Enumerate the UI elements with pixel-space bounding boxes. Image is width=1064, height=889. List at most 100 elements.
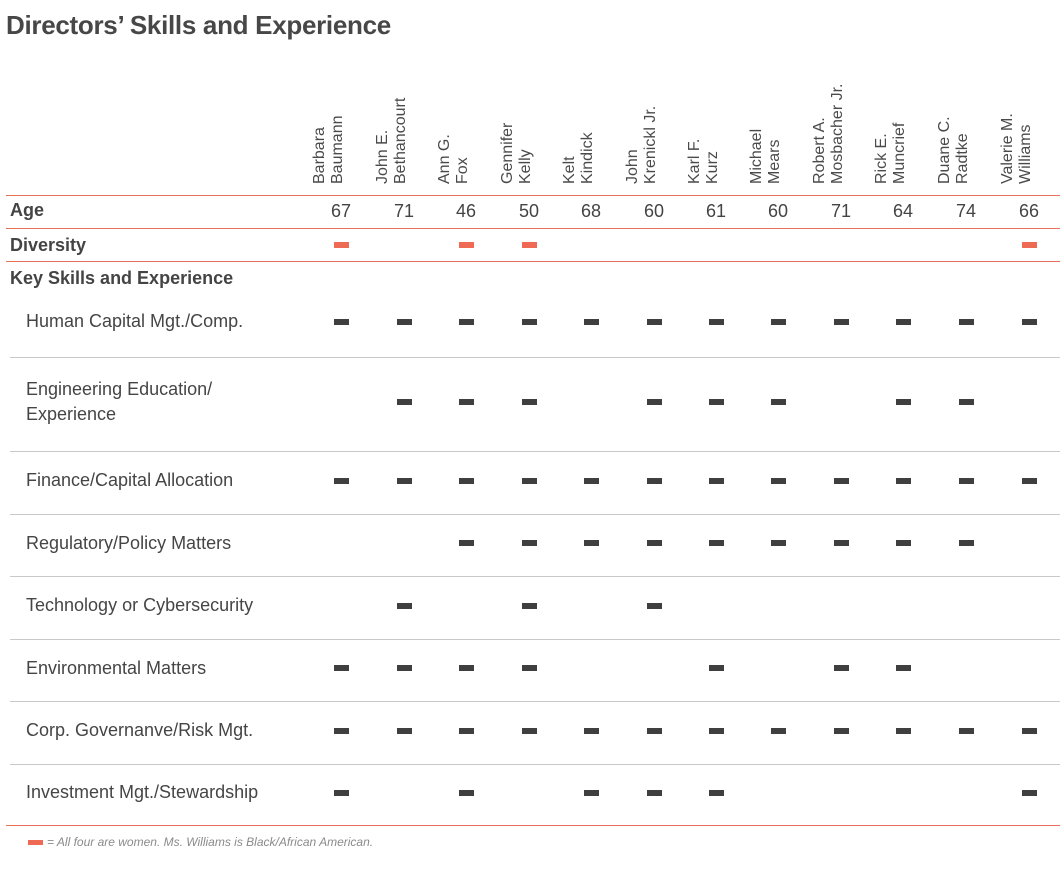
diversity-row-label: Diversity — [10, 235, 87, 255]
director-name-line2: Williams — [1017, 124, 1034, 184]
age-value: 50 — [518, 201, 540, 221]
skill-row-divider — [10, 639, 1060, 640]
skill-mark — [459, 318, 474, 325]
age-value: 61 — [705, 201, 727, 221]
skill-label-line: Finance/Capital Allocation — [26, 470, 234, 490]
director-name: Valerie M. Williams — [999, 113, 1035, 184]
skill-mark — [1022, 477, 1037, 484]
skill-mark — [896, 477, 911, 484]
director-name-line1: Rick E. — [873, 133, 890, 184]
age-row-label: Age — [10, 200, 45, 220]
director-column: Ann G. Fox — [436, 50, 490, 190]
skill-mark — [834, 665, 849, 671]
skill-mark — [896, 727, 911, 734]
age-value: 46 — [455, 201, 477, 221]
age-value: 71 — [393, 201, 415, 221]
skill-mark — [334, 477, 349, 484]
skill-label: Environmental Matters — [26, 656, 206, 681]
skill-mark — [459, 665, 474, 671]
skill-mark — [522, 602, 537, 609]
skill-mark — [522, 665, 537, 671]
director-name: Barbara Baumann — [311, 116, 347, 185]
age-value: 60 — [643, 201, 665, 221]
director-name-line2: Fox — [454, 157, 471, 184]
skill-mark — [459, 540, 474, 546]
skill-label: Investment Mgt./Stewardship — [26, 780, 258, 805]
skills-heading: Key Skills and Experience — [10, 268, 234, 288]
skill-mark — [584, 789, 599, 796]
director-name-line1: Ann G. — [436, 134, 453, 184]
skill-label: Technology or Cybersecurity — [26, 593, 253, 618]
director-name-line2: Kindick — [579, 132, 596, 184]
diversity-mark — [522, 242, 537, 248]
skill-mark — [709, 318, 724, 325]
director-name-line2: Muncrief — [891, 122, 908, 184]
header-divider — [6, 195, 1060, 196]
director-header: Barbara Baumann John E. Bethancourt Ann G. Fo… — [0, 50, 1064, 190]
skill-mark — [397, 318, 412, 325]
skill-mark — [834, 540, 849, 546]
skill-mark — [834, 318, 849, 325]
skill-mark — [522, 318, 537, 325]
skill-mark — [522, 540, 537, 546]
skill-mark — [584, 477, 599, 484]
skill-mark — [334, 665, 349, 671]
director-name: John Krenickl Jr. — [624, 106, 660, 184]
skill-mark — [397, 665, 412, 671]
skill-row-divider — [10, 357, 1060, 358]
skill-mark — [397, 477, 412, 484]
skill-mark — [334, 727, 349, 734]
skill-mark — [459, 727, 474, 734]
director-name: Ann G. Fox — [436, 134, 472, 184]
legend-text: = All four are women. Ms. Williams is Bl… — [47, 835, 374, 849]
diversity-mark — [1022, 242, 1037, 248]
skill-mark — [459, 477, 474, 484]
skill-mark — [1022, 318, 1037, 325]
director-name: Karl F. Kurz — [686, 139, 722, 184]
director-name-line2: Mears — [766, 139, 783, 184]
skill-mark — [647, 399, 662, 405]
skill-row-divider — [10, 764, 1060, 765]
skill-mark — [647, 477, 662, 484]
skill-mark — [959, 318, 974, 325]
diversity-mark — [459, 242, 474, 248]
page-title: Directors’ Skills and Experience — [6, 10, 391, 40]
age-divider — [6, 228, 1060, 229]
skill-label: Human Capital Mgt./Comp. — [26, 309, 243, 334]
skill-mark — [584, 727, 599, 734]
skill-label-line: Experience — [26, 404, 117, 424]
age-value: 67 — [330, 201, 352, 221]
director-name-line2: Mosbacher Jr. — [829, 83, 846, 184]
skill-mark — [647, 727, 662, 734]
skill-label-line: Technology or Cybersecurity — [26, 595, 254, 615]
age-value: 60 — [767, 201, 789, 221]
director-name-line1: John E. — [374, 129, 391, 184]
skill-mark — [522, 399, 537, 405]
director-name-line1: Gennifer — [499, 122, 516, 184]
director-column: Gennifer Kelly — [499, 50, 553, 190]
skill-mark — [896, 540, 911, 546]
skill-mark — [647, 789, 662, 796]
skill-label: Engineering Education/Experience — [26, 377, 212, 427]
skill-mark — [896, 399, 911, 405]
skill-mark — [397, 399, 412, 405]
skill-mark — [959, 477, 974, 484]
skill-mark — [334, 789, 349, 796]
legend-diversity-swatch — [28, 840, 43, 846]
skill-label-line: Investment Mgt./Stewardship — [26, 782, 259, 802]
age-value: 74 — [955, 201, 977, 221]
director-column: Michael Mears — [748, 50, 802, 190]
skill-row-divider — [10, 576, 1060, 577]
director-name-line2: Baumann — [329, 115, 346, 185]
skill-mark — [771, 727, 786, 734]
director-column: John Krenickl Jr. — [624, 50, 678, 190]
age-value: 68 — [580, 201, 602, 221]
director-name: Kelt Kindick — [561, 132, 597, 184]
age-value: 66 — [1018, 201, 1040, 221]
skill-mark — [334, 318, 349, 325]
skill-mark — [1022, 727, 1037, 734]
director-name: Rick E. Muncrief — [873, 123, 909, 184]
director-name: John E. Bethancourt — [374, 98, 410, 184]
diversity-divider — [6, 261, 1060, 262]
director-name-line2: Bethancourt — [392, 97, 409, 184]
